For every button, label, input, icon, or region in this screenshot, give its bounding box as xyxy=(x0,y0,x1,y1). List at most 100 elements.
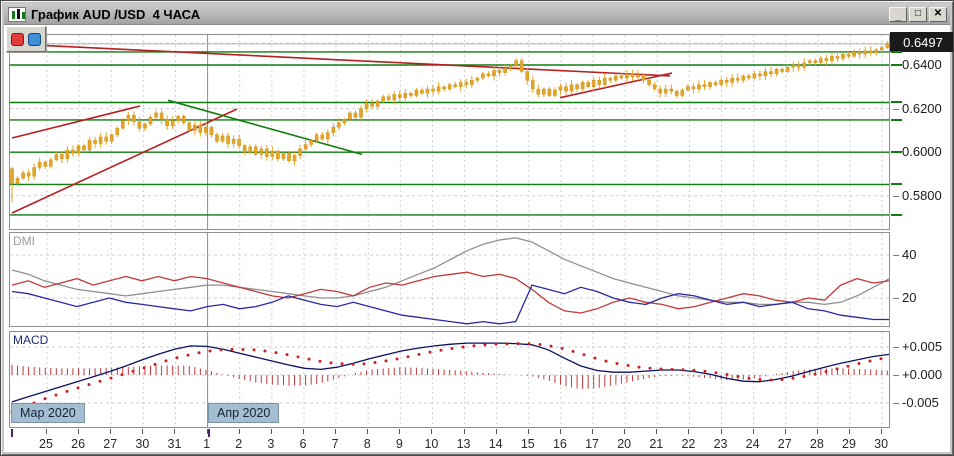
dmi-canvas[interactable] xyxy=(10,233,889,326)
price-axis-label: 0.5800 xyxy=(902,187,942,203)
macd-signal-dot xyxy=(879,357,883,361)
macd-canvas[interactable] xyxy=(10,332,889,427)
candle-body xyxy=(32,167,36,177)
candle-body xyxy=(348,112,352,120)
macd-signal-dot xyxy=(483,343,487,347)
candle-body xyxy=(663,88,668,94)
candle-body xyxy=(492,70,496,77)
candle-body xyxy=(675,90,679,96)
macd-signal-dot xyxy=(197,351,201,355)
macd-signal-dot xyxy=(450,346,454,350)
candle-body xyxy=(641,74,646,81)
candle-body xyxy=(309,140,313,145)
candle-body xyxy=(835,56,840,59)
candle-body xyxy=(724,80,729,83)
axis-tick xyxy=(238,429,240,434)
candle-body xyxy=(226,135,230,144)
candle-body xyxy=(780,69,784,72)
date-axis-label: 26 xyxy=(71,437,86,451)
candle-body xyxy=(292,155,297,162)
candle-body xyxy=(281,153,286,159)
macd-signal-dot xyxy=(725,373,729,377)
candle-body xyxy=(381,96,385,102)
candle-body xyxy=(325,132,330,140)
candle-body xyxy=(702,84,707,87)
date-axis-label: 9 xyxy=(395,437,403,451)
price-axis-label: 0.6000 xyxy=(902,144,942,160)
candle-body xyxy=(259,148,264,155)
level-axis-tick xyxy=(891,50,902,53)
level-axis-tick xyxy=(891,101,902,104)
candle-body xyxy=(143,123,147,129)
close-button[interactable]: ✕ xyxy=(929,6,947,22)
minimize-button[interactable]: _ xyxy=(889,6,907,22)
candle-body xyxy=(375,100,380,107)
macd-label: MACD xyxy=(13,333,49,347)
macd-signal-dot xyxy=(263,349,267,353)
macd-signal-dot xyxy=(153,362,157,366)
candle-body xyxy=(209,126,214,135)
candle-body xyxy=(425,88,430,94)
drawing-toolbar[interactable] xyxy=(6,26,46,52)
macd-signal-dot xyxy=(681,368,685,372)
axis-tick xyxy=(527,429,529,434)
axis-tick xyxy=(816,429,818,434)
candle-body xyxy=(453,84,458,87)
axis-tick xyxy=(174,429,176,434)
date-axis-label: 15 xyxy=(520,437,535,451)
date-axis-label: 27 xyxy=(777,437,792,451)
candle-body xyxy=(508,65,513,69)
date-axis-label: 1 xyxy=(203,437,211,451)
axis-tick xyxy=(46,429,47,434)
window-title: График AUD /USD 4 ЧАСА xyxy=(31,6,201,22)
date-axis-label: 21 xyxy=(649,437,664,451)
date-axis-label: 30 xyxy=(135,437,150,451)
month-label-april: Апр 2020 xyxy=(208,403,280,423)
macd-signal-dot xyxy=(428,350,432,354)
macd-signal-dot xyxy=(362,362,366,366)
red-marker-button[interactable] xyxy=(11,32,24,46)
axis-tick xyxy=(367,429,369,434)
dmi-indicator-panel[interactable]: DMI xyxy=(9,232,890,327)
candle-body xyxy=(785,66,790,72)
axis-tick xyxy=(110,429,112,434)
candle-body xyxy=(458,82,463,87)
price-chart-canvas[interactable] xyxy=(10,35,889,229)
dmi-series--DI xyxy=(11,284,889,325)
candle-body xyxy=(863,50,867,55)
window-titlebar[interactable]: График AUD /USD 4 ЧАСА _ □ ✕ xyxy=(4,4,950,25)
axis-tick xyxy=(849,429,850,434)
macd-signal-dot xyxy=(351,362,355,366)
price-axis-label: 0.6400 xyxy=(902,57,942,72)
macd-indicator-panel[interactable]: MACD Мар 2020 Апр 2020 xyxy=(9,331,890,428)
level-axis-tick xyxy=(891,118,902,121)
candle-body xyxy=(741,75,746,81)
candle-body xyxy=(115,128,120,135)
axis-tick xyxy=(893,195,899,197)
macd-signal-dot xyxy=(615,362,619,366)
candle-body xyxy=(337,122,341,128)
macd-signal-dot xyxy=(164,359,168,363)
trendline-resistance-descending-green xyxy=(167,99,363,156)
axis-tick xyxy=(893,403,899,404)
candle-body xyxy=(857,51,862,55)
macd-signal-dot xyxy=(868,359,872,363)
macd-line xyxy=(11,342,889,403)
candle-body xyxy=(658,88,662,94)
candle-body xyxy=(436,86,441,92)
macd-signal-dot xyxy=(736,374,740,378)
candle-body xyxy=(802,62,807,68)
candle-body xyxy=(65,149,70,159)
maximize-button[interactable]: □ xyxy=(909,6,927,22)
month-start-mark xyxy=(208,429,210,437)
candle-body xyxy=(647,80,651,85)
macd-signal-dot xyxy=(516,342,520,346)
candle-body xyxy=(558,86,563,91)
price-chart-panel[interactable] xyxy=(9,34,890,230)
blue-marker-button[interactable] xyxy=(28,32,41,46)
level-axis-tick xyxy=(891,183,902,186)
candle-body xyxy=(237,138,241,146)
date-axis-label: 13 xyxy=(456,437,471,451)
candle-body xyxy=(198,124,203,133)
macd-signal-dot xyxy=(98,379,102,383)
